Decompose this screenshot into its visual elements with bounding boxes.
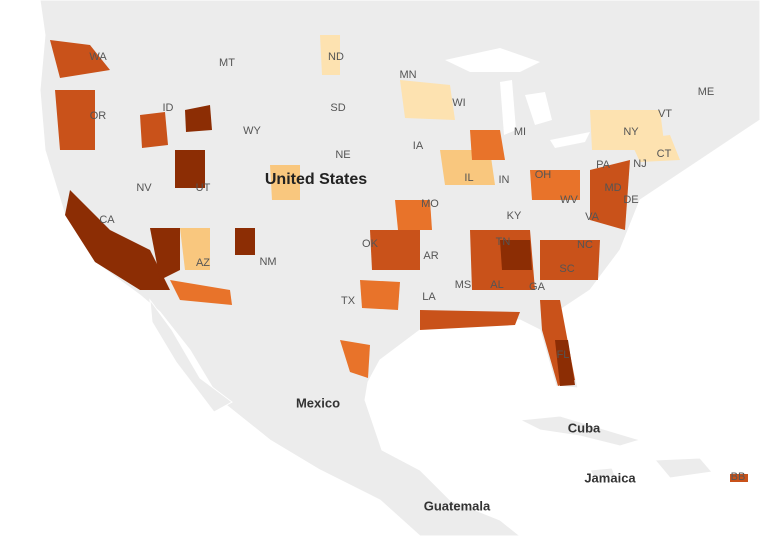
county xyxy=(540,240,600,280)
state-label: OR xyxy=(90,110,107,122)
county xyxy=(140,112,168,148)
county xyxy=(150,228,180,280)
state-label: ND xyxy=(328,51,344,63)
county xyxy=(65,190,170,290)
lake xyxy=(445,48,540,72)
state-label: WV xyxy=(560,194,578,206)
county xyxy=(730,474,748,482)
state-label: VA xyxy=(585,211,600,223)
baja xyxy=(149,298,233,413)
county xyxy=(50,40,110,78)
county xyxy=(420,310,520,330)
state-label: NJ xyxy=(633,158,646,170)
state-label: NY xyxy=(623,126,639,138)
county xyxy=(340,340,370,378)
state-label: MI xyxy=(514,126,526,138)
county xyxy=(320,35,340,75)
state-label: WI xyxy=(452,97,465,109)
county xyxy=(235,228,255,255)
state-label: OH xyxy=(535,169,552,181)
state-label: NM xyxy=(259,256,276,268)
state-label: CA xyxy=(99,214,115,226)
state-label: IA xyxy=(413,140,424,152)
state-label: NC xyxy=(577,239,593,251)
county xyxy=(270,165,300,200)
state-label: CT xyxy=(657,148,672,160)
state-label: LA xyxy=(422,291,436,303)
lake xyxy=(525,92,552,125)
counties xyxy=(50,35,748,482)
jamaica xyxy=(589,467,616,478)
state-label: NV xyxy=(136,182,152,194)
state-label: NE xyxy=(335,149,350,161)
state-label: MS xyxy=(455,279,472,291)
state-label: TX xyxy=(341,295,356,307)
lake xyxy=(550,132,590,148)
county xyxy=(400,80,455,120)
cuba xyxy=(518,415,642,447)
state-label: UT xyxy=(196,182,211,194)
state-label: IN xyxy=(499,174,510,186)
state-label: GA xyxy=(529,281,546,293)
state-label: ID xyxy=(163,102,174,114)
county xyxy=(180,228,210,270)
county xyxy=(395,200,432,230)
county xyxy=(590,160,630,230)
country-label: Jamaica xyxy=(584,470,636,485)
country-label: Mexico xyxy=(296,395,340,410)
state-label: MO xyxy=(421,198,439,210)
country-label: BB xyxy=(731,471,746,483)
state-label: KY xyxy=(507,210,522,222)
county xyxy=(55,90,95,150)
state-label: MD xyxy=(604,182,621,194)
county xyxy=(370,230,420,270)
state-label: AZ xyxy=(196,257,210,269)
state-label: DE xyxy=(623,194,638,206)
county xyxy=(170,280,232,305)
county xyxy=(500,240,532,270)
county xyxy=(470,130,505,160)
country-label: United States xyxy=(265,171,367,188)
county xyxy=(175,150,205,188)
state-label: VT xyxy=(658,108,672,120)
county xyxy=(360,280,400,310)
state-label: MT xyxy=(219,57,235,69)
county xyxy=(555,340,575,386)
lake xyxy=(500,80,516,135)
lakes xyxy=(445,48,590,148)
state-label: FL xyxy=(557,349,570,361)
state-label: WY xyxy=(243,125,261,137)
state-labels: WA MT ND MN ME OR ID SD WI VT MI NY WY N… xyxy=(89,51,714,361)
state-label: AL xyxy=(490,279,503,291)
state-label: TN xyxy=(496,236,511,248)
state-label: AR xyxy=(423,250,438,262)
state-label: WA xyxy=(89,51,107,63)
county xyxy=(185,105,212,132)
state-label: ME xyxy=(698,86,715,98)
state-label: IL xyxy=(464,172,473,184)
state-label: OK xyxy=(362,238,379,250)
hispaniola xyxy=(653,457,713,479)
state-label: MN xyxy=(399,69,416,81)
state-label: SD xyxy=(330,102,345,114)
country-label: Guatemala xyxy=(424,498,491,513)
country-labels: United States Mexico Cuba Jamaica Guatem… xyxy=(265,171,745,513)
county xyxy=(530,170,580,200)
state-label: SC xyxy=(559,263,574,275)
country-label: Cuba xyxy=(568,420,601,435)
county xyxy=(630,135,680,162)
state-label: PA xyxy=(596,159,611,171)
